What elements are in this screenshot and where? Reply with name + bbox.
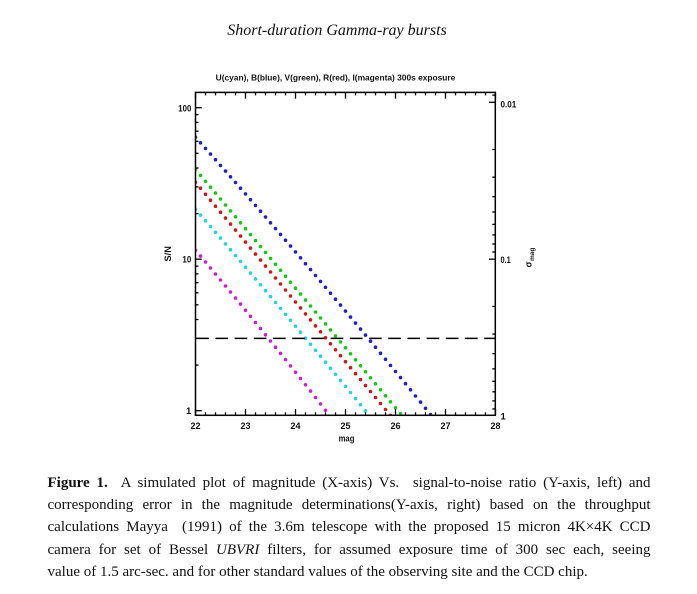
svg-text:U(cyan), B(blue), V(green), R(: U(cyan), B(blue), V(green), R(red), I(ma… — [216, 73, 456, 83]
svg-text:mag: mag — [529, 248, 536, 261]
svg-text:σ: σ — [524, 261, 534, 267]
svg-text:mag: mag — [339, 433, 355, 444]
svg-text:0.1: 0.1 — [501, 255, 512, 266]
svg-text:1: 1 — [501, 412, 507, 423]
svg-text:23: 23 — [241, 421, 251, 432]
svg-text:100: 100 — [178, 104, 191, 115]
svg-text:27: 27 — [441, 421, 451, 432]
svg-text:0.01: 0.01 — [501, 100, 517, 111]
svg-text:22: 22 — [191, 421, 201, 432]
svg-text:26: 26 — [391, 421, 401, 432]
svg-text:25: 25 — [341, 421, 352, 432]
svg-text:10: 10 — [182, 255, 191, 266]
svg-text:28: 28 — [491, 421, 501, 432]
svg-text:1: 1 — [186, 406, 192, 417]
svg-text:S/N: S/N — [163, 246, 173, 262]
svg-text:24: 24 — [291, 421, 302, 432]
